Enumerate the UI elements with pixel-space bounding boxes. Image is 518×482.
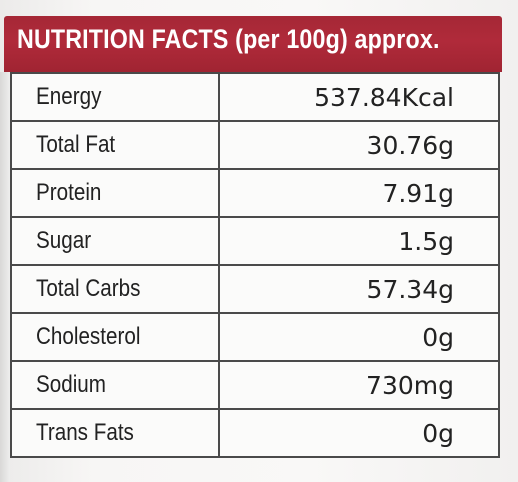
nutrient-name-cell: Sodium xyxy=(10,360,220,410)
table-row: Sodium 730mg xyxy=(10,360,500,410)
nutrient-amount: 0g xyxy=(218,408,500,458)
nutrient-name: Trans Fats xyxy=(36,419,134,446)
nutrient-name: Cholesterol xyxy=(36,323,141,350)
nutrition-title: NUTRITION FACTS (per 100g) approx. xyxy=(17,24,440,54)
table-row: Protein 7.91g xyxy=(10,168,500,218)
nutrition-header: NUTRITION FACTS (per 100g) approx. xyxy=(4,16,502,72)
nutrient-name-cell: Protein xyxy=(10,168,220,218)
table-row: Total Fat 30.76g xyxy=(10,120,500,170)
nutrient-amount: 30.76g xyxy=(218,120,500,170)
nutrient-amount: 7.91g xyxy=(218,168,500,218)
nutrient-amount: 0g xyxy=(218,312,500,362)
table-row: Total Carbs 57.34g xyxy=(10,264,500,314)
table-row: Energy 537.84Kcal xyxy=(10,72,500,122)
nutrient-name-cell: Total Fat xyxy=(10,120,220,170)
nutrition-table: Energy 537.84Kcal Total Fat 30.76g Prote… xyxy=(10,72,500,458)
nutrient-amount: 1.5g xyxy=(218,216,500,266)
nutrient-amount: 57.34g xyxy=(218,264,500,314)
nutrient-amount: 537.84Kcal xyxy=(218,72,500,122)
nutrient-name: Total Carbs xyxy=(36,275,141,302)
table-row: Cholesterol 0g xyxy=(10,312,500,362)
nutrient-name: Sugar xyxy=(36,227,92,254)
nutrient-name-cell: Energy xyxy=(10,72,220,122)
nutrient-name-cell: Total Carbs xyxy=(10,264,220,314)
nutrient-name: Total Fat xyxy=(36,131,116,158)
nutrient-name: Energy xyxy=(36,83,102,110)
nutrient-amount: 730mg xyxy=(218,360,500,410)
nutrient-name-cell: Sugar xyxy=(10,216,220,266)
table-row: Sugar 1.5g xyxy=(10,216,500,266)
nutrient-name: Protein xyxy=(36,179,102,206)
table-row: Trans Fats 0g xyxy=(10,408,500,458)
nutrient-name-cell: Trans Fats xyxy=(10,408,220,458)
nutrient-name-cell: Cholesterol xyxy=(10,312,220,362)
nutrient-name: Sodium xyxy=(36,371,106,398)
package-edge-shadow xyxy=(0,72,10,482)
